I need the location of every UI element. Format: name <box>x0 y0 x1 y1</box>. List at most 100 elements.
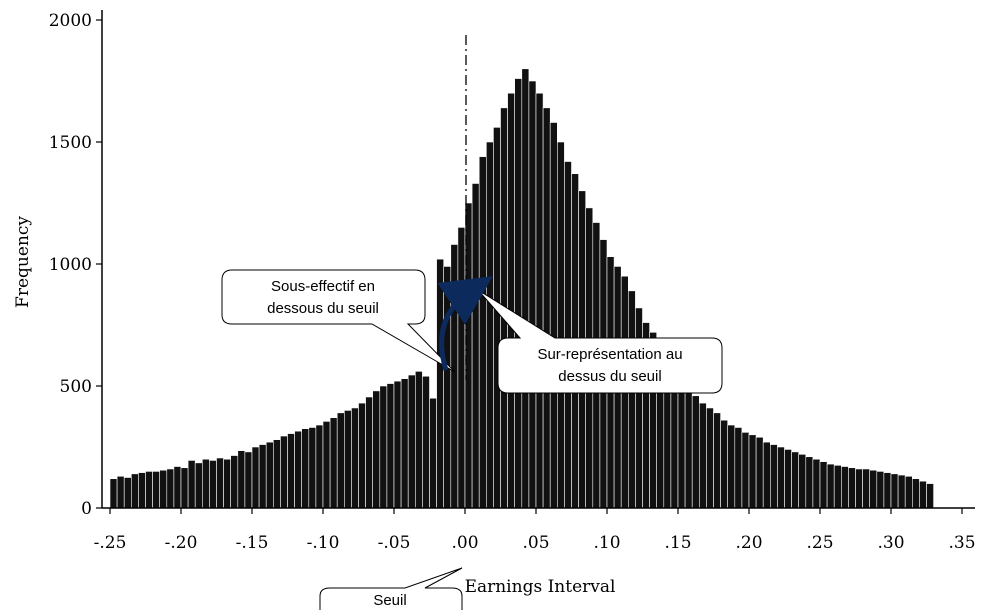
histogram-bar <box>698 402 707 509</box>
histogram-bar <box>194 462 203 509</box>
histogram-bar <box>691 395 700 509</box>
histogram-bar <box>166 468 175 509</box>
histogram-bar <box>493 127 501 509</box>
histogram-bar <box>414 371 423 509</box>
histogram-bar <box>741 432 750 509</box>
histogram-bar <box>855 468 863 509</box>
histogram-bar <box>748 434 757 509</box>
y-tick-label: 1500 <box>49 133 92 153</box>
callout-sur-representation-shape <box>477 289 723 394</box>
callout-sur-representation-line2: dessus du seuil <box>558 368 661 385</box>
histogram-bar <box>549 122 558 509</box>
histogram-bar <box>251 446 260 509</box>
shift-arrow <box>437 276 493 371</box>
callout-sous-effectif-line1: Sous-effectif en <box>271 278 375 295</box>
callout-seuil-shape <box>319 567 463 610</box>
x-tick-label: .25 <box>806 533 833 553</box>
y-tick-label: 500 <box>60 377 92 397</box>
x-tick-label: -.15 <box>236 533 269 553</box>
histogram-bar <box>187 460 196 509</box>
histogram-bar <box>919 480 927 509</box>
histogram-bar <box>535 92 544 509</box>
histogram-bar <box>287 433 295 509</box>
histogram-bar <box>926 483 934 509</box>
histogram-bar <box>294 430 303 509</box>
x-tick-label: -.05 <box>378 533 411 553</box>
histogram-bar <box>556 141 565 509</box>
histogram-bar <box>848 467 856 509</box>
histogram-bar <box>216 457 224 509</box>
histogram-bar <box>883 472 892 509</box>
histogram-bar <box>713 412 721 509</box>
histogram-bar <box>315 424 324 509</box>
histogram-bar <box>429 397 437 509</box>
histogram-bar <box>755 436 764 509</box>
histogram-bar <box>514 78 523 509</box>
histogram-bar <box>478 156 487 509</box>
histogram-bar <box>521 68 530 509</box>
histogram-bar <box>230 455 239 509</box>
callout-sous-effectif: Sous-effectif en dessous du seuil <box>221 269 456 373</box>
histogram-bar <box>244 451 253 509</box>
histogram-bar <box>812 458 821 509</box>
histogram-bar <box>684 388 693 509</box>
histogram-bar <box>720 419 728 509</box>
histogram-bar <box>280 435 288 509</box>
histogram-bar <box>706 407 714 509</box>
x-tick-label: -.25 <box>94 533 127 553</box>
histogram-bar <box>152 471 161 509</box>
histogram-bar <box>769 444 778 509</box>
histogram-bar <box>670 373 679 509</box>
histogram-bar <box>436 258 445 509</box>
histogram-bar <box>336 412 345 509</box>
histogram-bar <box>507 92 516 509</box>
histogram-bar <box>365 396 374 509</box>
histogram-bar <box>393 380 402 509</box>
histogram-bar <box>180 467 189 509</box>
callout-seuil: Seuil <box>319 567 463 610</box>
histogram-bar <box>784 449 792 509</box>
callout-sur-representation: Sur-représentation au dessus du seuil <box>477 289 723 394</box>
x-tick-label: .30 <box>877 533 904 553</box>
histogram-bar <box>840 466 849 509</box>
x-tick-label: -.20 <box>165 533 198 553</box>
callout-sous-effectif-line2: dessous du seuil <box>267 300 379 317</box>
y-tick-label: 2000 <box>49 11 92 31</box>
x-tick-label: .20 <box>735 533 762 553</box>
histogram-bar <box>159 469 168 509</box>
histogram-bar <box>457 227 466 509</box>
histogram-bar <box>372 390 381 509</box>
histogram-bar <box>131 473 139 509</box>
histogram-bar <box>145 471 153 509</box>
histogram-bar <box>173 466 182 509</box>
histogram-bar <box>471 183 480 509</box>
histogram-bar <box>379 385 388 509</box>
histogram-bar <box>911 478 920 509</box>
histogram-bar <box>485 141 494 509</box>
histogram-bar <box>528 80 537 509</box>
histogram-bar <box>826 463 835 509</box>
histogram-bar <box>407 374 416 509</box>
histogram-bar <box>869 469 878 509</box>
histogram-bar <box>358 402 366 509</box>
histogram-bar <box>805 456 814 509</box>
histogram-bar <box>890 473 899 509</box>
histogram-bar <box>308 427 317 509</box>
histogram-bar <box>443 266 452 509</box>
histogram-bar <box>386 383 395 509</box>
x-tick-label: .00 <box>451 533 478 553</box>
histogram-bar <box>138 472 146 509</box>
histogram-bar <box>777 446 785 509</box>
histogram-bar <box>862 468 870 509</box>
histogram-bar <box>301 428 310 509</box>
histogram-bar <box>272 439 281 509</box>
histogram-bar <box>123 477 132 509</box>
histogram-bar <box>897 474 906 509</box>
callout-sous-effectif-shape <box>221 269 456 373</box>
histogram-bar <box>223 458 232 509</box>
x-tick-label: .10 <box>593 533 620 553</box>
histogram-bar <box>237 450 246 509</box>
histogram-bar <box>329 417 338 509</box>
histogram-bar <box>343 410 352 509</box>
